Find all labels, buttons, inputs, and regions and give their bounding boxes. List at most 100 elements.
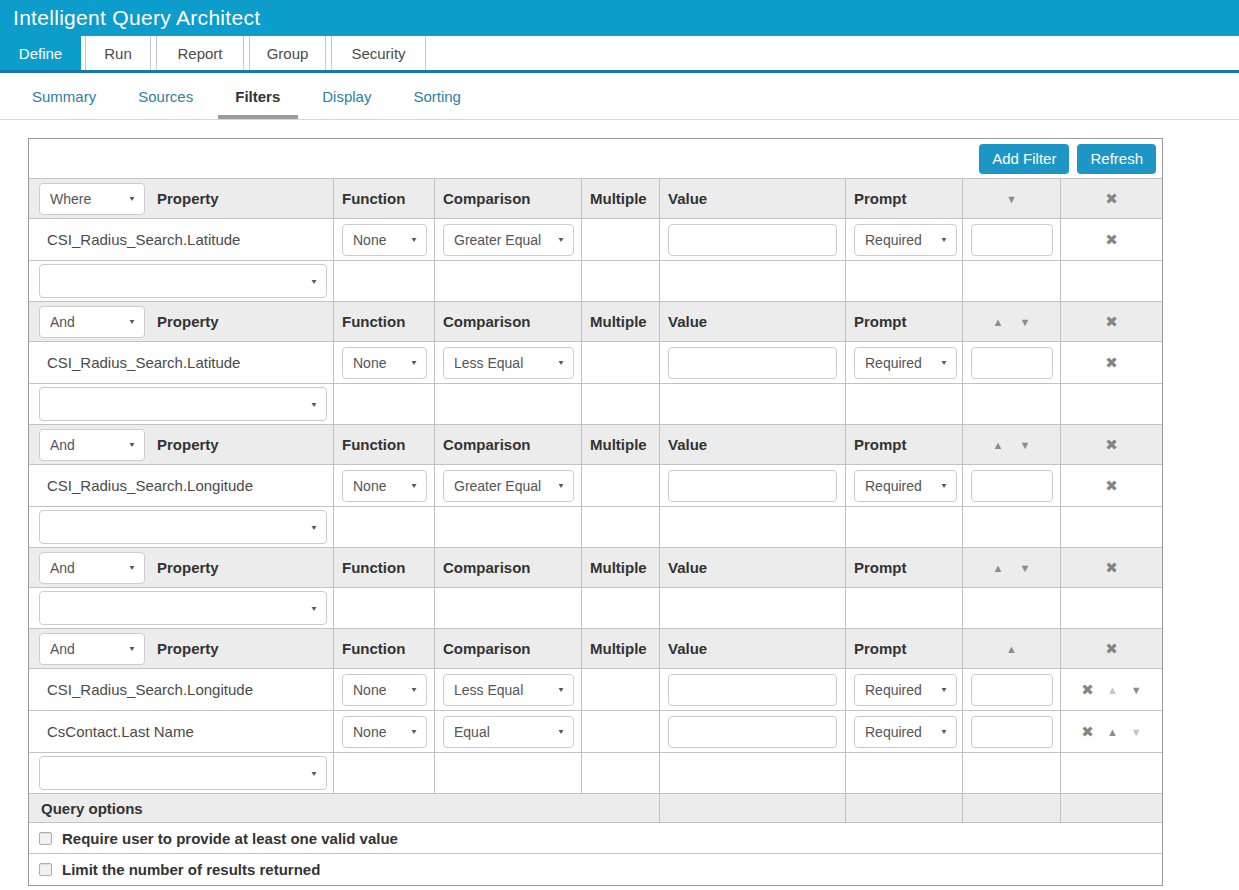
subtab-sorting[interactable]: Sorting	[411, 73, 463, 119]
remove-group-icon[interactable]: ✖	[1105, 436, 1118, 454]
refresh-button[interactable]: Refresh	[1077, 144, 1156, 174]
subtab-sources[interactable]: Sources	[136, 73, 195, 119]
function-column-header: Function	[342, 190, 405, 207]
comparison-select[interactable]: Less Equal ▼	[443, 347, 574, 379]
function-column-header: Function	[342, 640, 405, 657]
add-property-row: ▼	[29, 507, 1162, 548]
subtab-display[interactable]: Display	[320, 73, 373, 119]
move-group-up-icon[interactable]: ▲	[1006, 643, 1017, 655]
comparison-select[interactable]: Less Equal ▼	[443, 674, 574, 706]
query-options-title: Query options	[39, 800, 143, 817]
caret-down-icon: ▼	[310, 277, 318, 285]
property-column-header: Property	[157, 313, 219, 330]
remove-group-icon[interactable]: ✖	[1105, 559, 1118, 577]
value-input[interactable]	[668, 470, 837, 502]
comparison-select[interactable]: Greater Equal ▼	[443, 470, 574, 502]
conjunction-select[interactable]: And ▼	[39, 306, 145, 338]
tab-report[interactable]: Report	[156, 36, 244, 70]
query-option-label: Require user to provide at least one val…	[62, 830, 398, 847]
order-input[interactable]	[971, 716, 1053, 748]
prompt-select[interactable]: Required ▼	[854, 347, 957, 379]
remove-filter-icon[interactable]: ✖	[1105, 354, 1118, 372]
caret-down-icon: ▼	[557, 727, 565, 735]
multiple-cell	[582, 669, 660, 710]
function-select[interactable]: None ▼	[342, 470, 427, 502]
move-filter-down-icon[interactable]: ▼	[1131, 684, 1142, 696]
app-titlebar: Intelligent Query Architect	[0, 0, 1239, 36]
move-group-up-icon[interactable]: ▲	[993, 439, 1004, 451]
value-input[interactable]	[668, 347, 837, 379]
function-select[interactable]: None ▼	[342, 674, 427, 706]
comparison-select[interactable]: Equal ▼	[443, 716, 574, 748]
move-group-down-icon[interactable]: ▼	[1020, 316, 1031, 328]
app-title: Intelligent Query Architect	[13, 6, 260, 30]
order-input[interactable]	[971, 224, 1053, 256]
tab-define[interactable]: Define	[0, 36, 81, 70]
comparison-column-header: Comparison	[443, 313, 531, 330]
caret-down-icon: ▼	[557, 235, 565, 243]
prompt-select[interactable]: Required ▼	[854, 674, 957, 706]
filter-property: CSI_Radius_Search.Latitude	[37, 354, 240, 371]
value-input[interactable]	[668, 224, 837, 256]
subtab-filters[interactable]: Filters	[233, 73, 282, 119]
require-valid-value-checkbox[interactable]	[39, 832, 52, 845]
prompt-column-header: Prompt	[854, 436, 907, 453]
add-property-row: ▼	[29, 588, 1162, 629]
new-property-select[interactable]: ▼	[39, 387, 327, 421]
conjunction-select[interactable]: And ▼	[39, 633, 145, 665]
comparison-select[interactable]: Greater Equal ▼	[443, 224, 574, 256]
filter-group-header: And ▼ Property Function Comparison Multi…	[29, 425, 1162, 465]
add-filter-button[interactable]: Add Filter	[979, 144, 1069, 174]
caret-down-icon: ▼	[128, 317, 136, 325]
order-input[interactable]	[971, 674, 1053, 706]
multiple-column-header: Multiple	[590, 190, 647, 207]
order-input[interactable]	[971, 347, 1053, 379]
caret-down-icon: ▼	[940, 685, 948, 693]
remove-group-icon[interactable]: ✖	[1105, 313, 1118, 331]
move-group-up-icon[interactable]: ▲	[993, 562, 1004, 574]
caret-down-icon: ▼	[128, 194, 136, 202]
function-column-header: Function	[342, 559, 405, 576]
tab-security[interactable]: Security	[331, 36, 426, 70]
remove-filter-icon[interactable]: ✖	[1105, 477, 1118, 495]
subtab-summary[interactable]: Summary	[30, 73, 98, 119]
prompt-select[interactable]: Required ▼	[854, 470, 957, 502]
caret-down-icon: ▼	[310, 604, 318, 612]
move-group-down-icon[interactable]: ▼	[1020, 439, 1031, 451]
remove-filter-icon[interactable]: ✖	[1105, 231, 1118, 249]
function-select[interactable]: None ▼	[342, 716, 427, 748]
order-input[interactable]	[971, 470, 1053, 502]
multiple-column-header: Multiple	[590, 559, 647, 576]
prompt-column-header: Prompt	[854, 313, 907, 330]
tab-run[interactable]: Run	[85, 36, 151, 70]
move-group-up-icon[interactable]: ▲	[993, 316, 1004, 328]
prompt-select[interactable]: Required ▼	[854, 716, 957, 748]
value-column-header: Value	[668, 436, 707, 453]
new-property-select[interactable]: ▼	[39, 756, 327, 790]
conjunction-select[interactable]: And ▼	[39, 429, 145, 461]
remove-group-icon[interactable]: ✖	[1105, 640, 1118, 658]
filter-property: CSI_Radius_Search.Longitude	[37, 477, 253, 494]
new-property-select[interactable]: ▼	[39, 510, 327, 544]
conjunction-select[interactable]: Where ▼	[39, 183, 145, 215]
value-input[interactable]	[668, 674, 837, 706]
new-property-select[interactable]: ▼	[39, 264, 327, 298]
function-select[interactable]: None ▼	[342, 347, 427, 379]
conjunction-select[interactable]: And ▼	[39, 552, 145, 584]
prompt-column-header: Prompt	[854, 640, 907, 657]
remove-group-icon[interactable]: ✖	[1105, 190, 1118, 208]
move-group-down-icon[interactable]: ▼	[1006, 193, 1017, 205]
main-tab-bar: Define Run Report Group Security	[0, 36, 1239, 73]
function-select[interactable]: None ▼	[342, 224, 427, 256]
move-filter-up-icon[interactable]: ▲	[1107, 726, 1118, 738]
new-property-select[interactable]: ▼	[39, 591, 327, 625]
prompt-select[interactable]: Required ▼	[854, 224, 957, 256]
tab-group[interactable]: Group	[249, 36, 326, 70]
limit-results-checkbox[interactable]	[39, 863, 52, 876]
remove-filter-icon[interactable]: ✖	[1081, 681, 1094, 699]
move-group-down-icon[interactable]: ▼	[1020, 562, 1031, 574]
value-input[interactable]	[668, 716, 837, 748]
filter-row: CSI_Radius_Search.Longitude None ▼ Less …	[29, 669, 1162, 711]
prompt-column-header: Prompt	[854, 559, 907, 576]
remove-filter-icon[interactable]: ✖	[1081, 723, 1094, 741]
